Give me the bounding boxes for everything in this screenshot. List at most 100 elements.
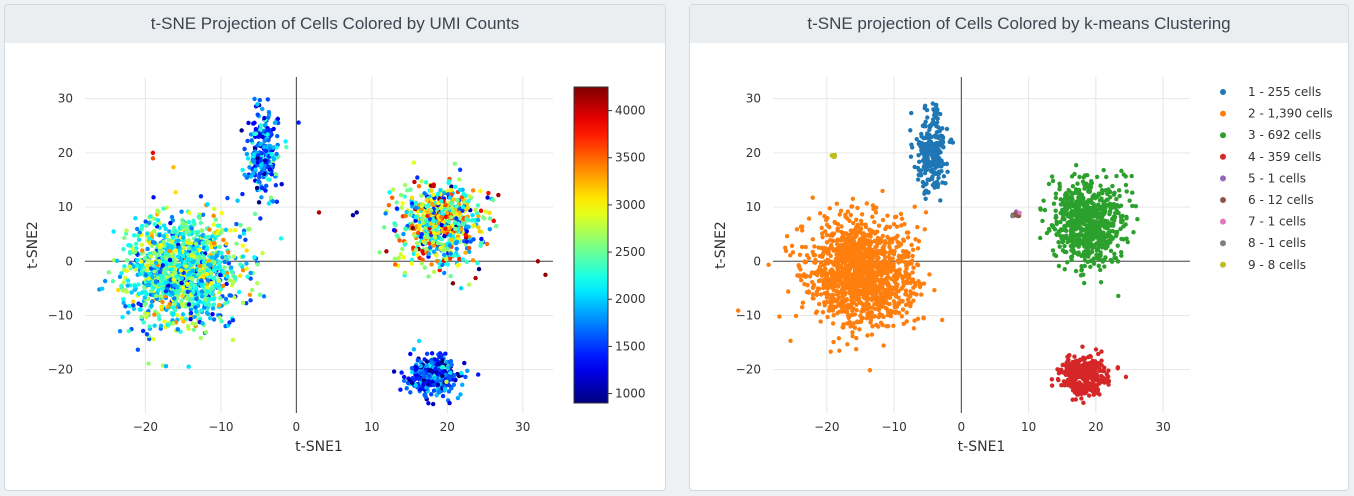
kmeans-x-tick-label: −10 — [881, 420, 906, 434]
kmeans-point — [811, 252, 816, 258]
umi-point — [210, 306, 216, 311]
kmeans-y-tick-label: 0 — [753, 254, 761, 268]
umi-point — [439, 199, 444, 204]
kmeans-point — [891, 251, 897, 257]
umi-point — [162, 243, 167, 248]
umi-point — [200, 321, 205, 326]
umi-point — [211, 302, 217, 307]
umi-point — [435, 191, 441, 196]
umi-point — [476, 266, 482, 272]
kmeans-point — [940, 180, 945, 185]
umi-point — [428, 208, 434, 213]
umi-point — [181, 319, 186, 324]
umi-point — [166, 283, 171, 288]
umi-point — [222, 265, 227, 270]
umi-point — [419, 232, 424, 237]
kmeans-point — [864, 316, 870, 321]
umi-point — [172, 283, 178, 288]
kmeans-point — [777, 314, 782, 319]
kmeans-point — [819, 225, 824, 231]
kmeans-point — [855, 261, 860, 266]
kmeans-point — [854, 286, 859, 292]
umi-point — [129, 290, 134, 295]
umi-point — [384, 249, 389, 254]
umi-point — [225, 195, 230, 201]
umi-point — [267, 167, 273, 172]
umi-colorbar-tick-label: 2000 — [615, 292, 646, 306]
umi-point — [477, 229, 482, 234]
umi-point — [204, 272, 210, 277]
umi-point — [240, 300, 246, 306]
umi-point — [394, 206, 400, 211]
umi-point — [206, 258, 211, 264]
kmeans-point — [915, 177, 921, 182]
kmeans-point — [813, 260, 818, 265]
umi-points — [97, 96, 548, 407]
umi-point — [136, 282, 141, 287]
umi-point — [454, 204, 459, 209]
umi-point — [205, 202, 210, 207]
umi-point — [412, 179, 417, 185]
umi-point — [247, 292, 253, 297]
umi-point — [139, 269, 145, 274]
umi-point — [266, 109, 272, 115]
kmeans-point — [848, 287, 854, 292]
umi-point — [205, 285, 210, 291]
umi-point — [121, 296, 126, 302]
umi-point — [426, 274, 431, 279]
umi-point — [446, 365, 451, 370]
kmeans-point — [868, 242, 873, 247]
umi-point — [459, 370, 464, 376]
kmeans-point — [872, 313, 877, 319]
umi-point — [210, 312, 215, 317]
umi-point — [417, 223, 422, 228]
kmeans-point — [821, 251, 826, 256]
kmeans-point — [927, 123, 933, 128]
umi-point — [271, 126, 276, 132]
umi-point — [193, 305, 198, 310]
umi-point — [188, 310, 194, 316]
umi-point — [443, 351, 448, 356]
umi-point — [158, 249, 164, 255]
kmeans-point — [884, 306, 889, 311]
umi-point — [154, 293, 159, 299]
umi-point — [191, 290, 196, 295]
umi-point — [102, 278, 108, 284]
kmeans-point — [834, 201, 840, 206]
kmeans-point — [831, 296, 837, 301]
umi-point — [172, 301, 177, 306]
umi-point — [435, 241, 441, 246]
kmeans-point — [922, 227, 927, 232]
umi-point — [233, 227, 238, 233]
kmeans-point — [903, 292, 908, 297]
umi-point — [428, 245, 433, 250]
umi-point — [261, 294, 267, 299]
umi-point — [408, 390, 413, 395]
umi-point — [121, 280, 126, 285]
kmeans-point — [887, 224, 893, 230]
umi-point — [192, 314, 197, 320]
umi-point — [249, 287, 255, 293]
kmeans-point — [923, 188, 929, 193]
umi-point — [204, 239, 210, 244]
kmeans-point — [850, 333, 855, 339]
umi-x-axis-label: t-SNE1 — [295, 439, 343, 455]
kmeans-point — [799, 228, 805, 233]
umi-point — [422, 240, 428, 246]
kmeans-point — [786, 289, 791, 294]
umi-point — [467, 194, 473, 199]
umi-point — [437, 390, 442, 395]
kmeans-point — [828, 268, 833, 274]
kmeans-point — [868, 320, 873, 325]
kmeans-point — [826, 261, 831, 266]
umi-point — [149, 260, 155, 265]
umi-point — [390, 195, 395, 200]
umi-point — [411, 160, 417, 165]
umi-point — [224, 281, 229, 287]
umi-point — [250, 158, 256, 164]
kmeans-point — [910, 270, 915, 275]
umi-point — [190, 321, 195, 326]
umi-point — [197, 263, 203, 269]
kmeans-point — [880, 284, 885, 289]
umi-point — [153, 260, 159, 265]
